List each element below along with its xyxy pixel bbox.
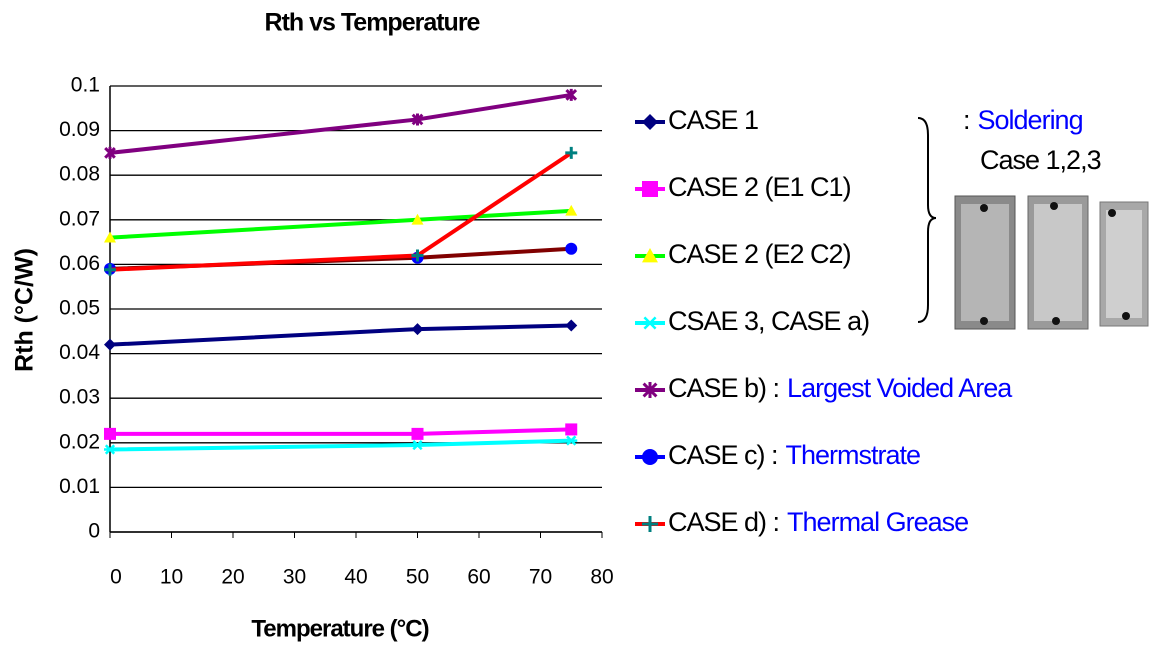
x-tick-label: 80 — [590, 566, 613, 589]
brace-line: Soldering — [978, 105, 1083, 135]
legend-name: CASE c) : — [668, 440, 778, 470]
x-tick-label: 40 — [344, 566, 367, 589]
marker — [642, 516, 658, 532]
legend-entry: CASE 2 (E2 C2) — [668, 239, 851, 269]
chart-title: Rth vs Temperature — [265, 9, 481, 37]
series-line — [110, 441, 571, 450]
marker — [565, 423, 577, 435]
legend-name: CASE d) : — [668, 507, 779, 537]
x-tick-label: 50 — [406, 566, 429, 589]
x-tick-label: 20 — [221, 566, 244, 589]
legend-entry: CASE d) : Thermal Grease — [668, 507, 968, 537]
brace-note: : Soldering — [963, 105, 1083, 135]
brace — [918, 118, 936, 322]
legend-note: Thermal Grease — [787, 507, 968, 537]
y-tick-label: 0.01 — [59, 475, 100, 498]
solder-photos — [955, 196, 1148, 329]
marker — [642, 114, 658, 130]
legend-name: CASE 1 — [668, 105, 758, 135]
y-tick-label: 0 — [88, 520, 100, 543]
marker — [565, 436, 577, 444]
legend-note: Largest Voided Area — [787, 373, 1013, 403]
marker — [642, 317, 658, 328]
legend-entry: CASE b) : Largest Voided Area — [668, 373, 1013, 403]
marker — [565, 243, 577, 255]
legend-entry: CASE 2 (E1 C1) — [668, 172, 851, 202]
y-tick-label: 0.09 — [59, 118, 100, 141]
y-tick-label: 0.05 — [59, 297, 100, 320]
legend-name: CASE 2 (E1 C1) — [668, 172, 851, 202]
legend-entry: CSAE 3, CASE a) — [668, 306, 869, 336]
y-axis-label: Rth (°C/W) — [11, 248, 39, 372]
series-line — [110, 211, 571, 238]
x-tick-label: 30 — [283, 566, 306, 589]
y-tick-label: 0.08 — [59, 163, 100, 186]
y-tick-label: 0.06 — [59, 252, 100, 275]
y-tick-label: 0.1 — [71, 74, 100, 97]
legend-entry: CASE c) : Thermstrate — [668, 440, 920, 470]
marker — [565, 320, 577, 332]
y-tick-label: 0.03 — [59, 386, 100, 409]
series-line — [110, 326, 571, 345]
x-tick-label: 10 — [160, 566, 183, 589]
legend-name: CASE 2 (E2 C2) — [668, 239, 851, 269]
series-line — [110, 95, 571, 153]
marker — [412, 323, 424, 335]
brace-line: Case 1,2,3 — [980, 145, 1101, 175]
y-tick-label: 0.07 — [59, 207, 100, 230]
marker — [104, 428, 116, 440]
x-tick-label: 0 — [110, 566, 122, 589]
chart: Rth vs Temperature Temperature (°C) Rth … — [0, 0, 1151, 648]
y-tick-label: 0.04 — [59, 341, 100, 364]
marker — [412, 428, 424, 440]
marker — [642, 449, 658, 465]
legend-entry: CASE 1 — [668, 105, 758, 135]
marker — [412, 441, 424, 449]
x-tick-label: 60 — [467, 566, 490, 589]
x-axis-label: Temperature (°C) — [251, 615, 428, 642]
legend-name: CASE b) : — [668, 373, 779, 403]
x-tick-label: 70 — [529, 566, 552, 589]
y-tick-label: 0.02 — [59, 430, 100, 453]
legend-name: CSAE 3, CASE a) — [668, 306, 869, 336]
marker — [642, 181, 658, 197]
marker — [104, 339, 116, 351]
series-line — [110, 429, 571, 433]
legend-note: Thermstrate — [786, 440, 921, 470]
brace-prefix: : — [963, 105, 970, 135]
